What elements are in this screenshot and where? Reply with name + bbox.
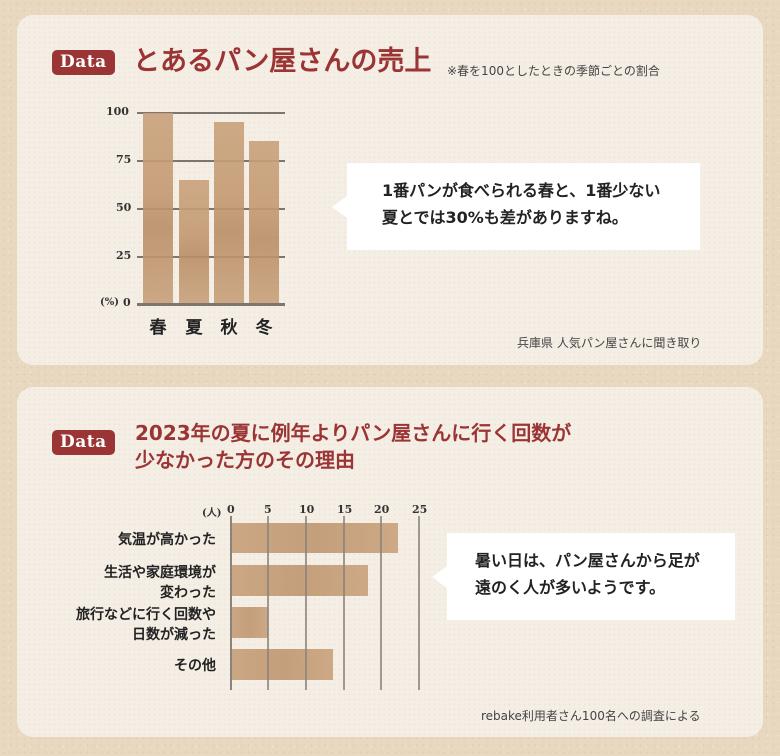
gridline-10 bbox=[305, 516, 307, 690]
bubble-line-1: 暑い日は、パン屋さんから足が bbox=[475, 551, 700, 570]
x-tick-5: 5 bbox=[264, 503, 272, 516]
bubble-line-2: 遠のく人が多いようです。 bbox=[475, 578, 666, 597]
category-label-line-2: 日数が減った bbox=[132, 627, 216, 643]
chart-title: とあるパン屋さんの売上 bbox=[133, 46, 432, 77]
bar-more-travel bbox=[232, 607, 268, 638]
bar-life-change bbox=[232, 565, 368, 596]
data-badge: Data bbox=[52, 430, 115, 455]
gridline-50 bbox=[137, 208, 285, 210]
category-label: その他 bbox=[174, 658, 216, 674]
bubble-line-2: 夏とでは30%も差がありますね。 bbox=[382, 208, 628, 227]
x-tick-20: 20 bbox=[374, 503, 390, 516]
comment-bubble: 暑い日は、パン屋さんから足が 遠のく人が多いようです。 bbox=[432, 533, 735, 620]
gridline-20 bbox=[380, 516, 382, 690]
chart-title-line-2: 少なかった方のその理由 bbox=[135, 448, 355, 472]
bar-spring bbox=[143, 113, 173, 304]
category-life-change: 生活や家庭環境が 変わった bbox=[16, 563, 216, 603]
bar-hot-weather bbox=[232, 523, 398, 553]
y-unit-label: (%) bbox=[100, 297, 119, 308]
category-label-line-1: 生活や家庭環境が bbox=[104, 565, 216, 581]
bar-summer bbox=[179, 180, 209, 304]
bar-autumn bbox=[214, 122, 244, 304]
source-note: 兵庫県 人気パン屋さんに聞き取り bbox=[517, 336, 702, 350]
bar-winter bbox=[249, 141, 279, 304]
source-note: rebake利用者さん100名への調査による bbox=[481, 709, 701, 723]
bubble-tail bbox=[432, 565, 447, 588]
y-tick-25: 25 bbox=[116, 249, 132, 262]
gridline-0 bbox=[230, 516, 232, 690]
x-tick-25: 25 bbox=[412, 503, 428, 516]
y-tick-0: 0 bbox=[123, 296, 131, 309]
chart-title: 2023年の夏に例年よりパン屋さんに行く回数が 少なかった方のその理由 bbox=[135, 420, 571, 474]
bubble-line-1: 1番パンが食べられる春と、1番少ない bbox=[382, 181, 661, 200]
category-hot-weather: 気温が高かった bbox=[16, 530, 216, 550]
x-tick-15: 15 bbox=[337, 503, 353, 516]
y-tick-75: 75 bbox=[116, 153, 132, 166]
comment-bubble: 1番パンが食べられる春と、1番少ない 夏とでは30%も差がありますね。 bbox=[332, 163, 700, 250]
category-label-line-2: 変わった bbox=[160, 585, 216, 601]
x-unit-label: (人) bbox=[202, 508, 222, 519]
gridline-75 bbox=[137, 160, 285, 162]
chart-note: ※春を100としたときの季節ごとの割合 bbox=[447, 64, 660, 78]
y-tick-50: 50 bbox=[116, 201, 132, 214]
chart-title-line-1: 2023年の夏に例年よりパン屋さんに行く回数が bbox=[135, 421, 572, 445]
data-badge: Data bbox=[52, 50, 115, 75]
gridline-100 bbox=[137, 112, 285, 114]
category-winter: 冬 bbox=[255, 318, 273, 338]
category-label-line-1: 旅行などに行く回数や bbox=[76, 607, 216, 623]
bubble-tail bbox=[332, 195, 347, 218]
category-label: 気温が高かった bbox=[118, 532, 216, 548]
category-more-travel: 旅行などに行く回数や 日数が減った bbox=[16, 605, 216, 645]
baseline bbox=[137, 303, 285, 306]
bar-other bbox=[232, 649, 333, 680]
gridline-15 bbox=[343, 516, 345, 690]
category-other: その他 bbox=[16, 656, 216, 676]
gridline-5 bbox=[267, 516, 269, 690]
category-summer: 夏 bbox=[185, 318, 203, 338]
category-spring: 春 bbox=[149, 318, 167, 338]
x-tick-0: 0 bbox=[227, 503, 235, 516]
y-tick-100: 100 bbox=[106, 105, 129, 118]
x-tick-10: 10 bbox=[299, 503, 315, 516]
gridline-25 bbox=[137, 256, 285, 258]
gridline-25 bbox=[418, 516, 420, 690]
category-autumn: 秋 bbox=[220, 318, 238, 338]
